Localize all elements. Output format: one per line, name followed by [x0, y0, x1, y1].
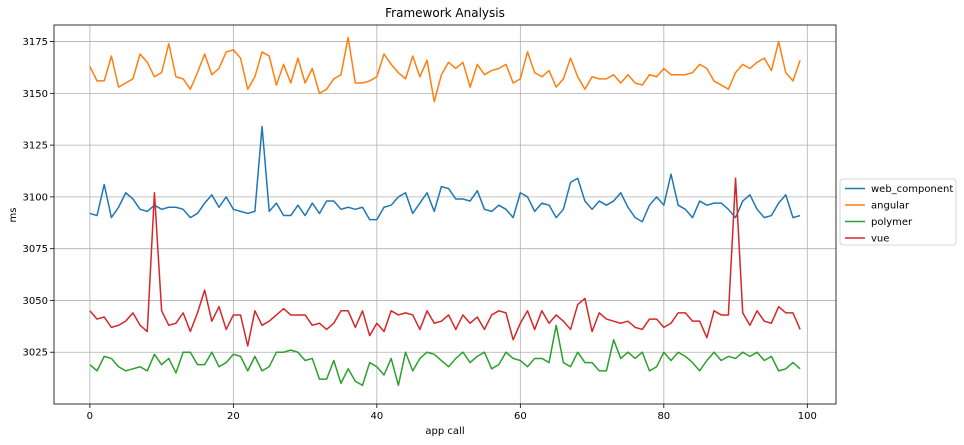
- series-line-polymer: [89, 324, 801, 387]
- grid-lines: [54, 25, 836, 404]
- x-tick-label: 80: [657, 411, 670, 422]
- x-tick-label: 40: [370, 411, 383, 422]
- series-line-web-component: [89, 125, 801, 223]
- legend-label: polymer: [871, 217, 913, 228]
- legend-label: vue: [871, 234, 889, 245]
- x-axis-label: app call: [425, 426, 464, 437]
- chart-title: Framework Analysis: [385, 6, 505, 20]
- y-tick-label: 3100: [23, 192, 48, 203]
- plot-series: [89, 36, 801, 387]
- x-tick-label: 20: [227, 411, 240, 422]
- series-line-angular: [89, 36, 801, 103]
- x-tick-label: 0: [87, 411, 93, 422]
- x-tick-label: 100: [798, 411, 817, 422]
- legend-label: web_component: [871, 184, 953, 195]
- x-tick-label: 60: [514, 411, 527, 422]
- y-tick-label: 3125: [23, 141, 48, 152]
- axis-ticks: 0 20 40 60 80 100 3025 3050 3075 3100 3125 3150 3175: [23, 37, 817, 422]
- plot-area-frame: [53, 24, 837, 405]
- series-line-vue: [89, 177, 801, 347]
- y-tick-label: 3150: [23, 89, 48, 100]
- legend-label: angular: [871, 201, 910, 212]
- y-tick-label: 3050: [23, 296, 48, 307]
- legend-box: [839, 178, 957, 246]
- y-tick-label: 3025: [23, 348, 48, 359]
- y-axis-label: ms: [8, 208, 19, 223]
- y-tick-label: 3075: [23, 244, 48, 255]
- y-tick-label: 3175: [23, 37, 48, 48]
